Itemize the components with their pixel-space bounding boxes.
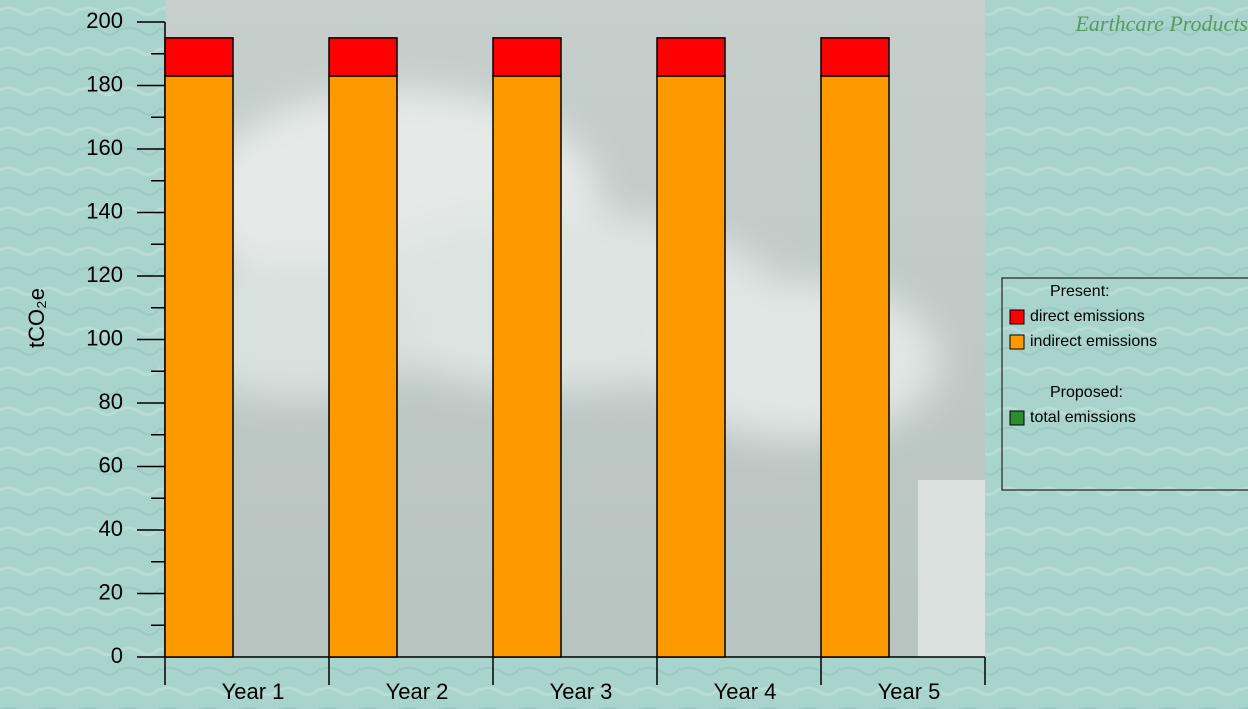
y-tick-label: 100 <box>86 325 123 350</box>
y-tick-label: 160 <box>86 135 123 160</box>
y-tick-label: 40 <box>99 516 123 541</box>
bar-segment <box>492 37 562 77</box>
y-axis-label: tCO₂e <box>24 288 49 348</box>
legend-box <box>1001 277 1248 491</box>
x-tick-label: Year 1 <box>222 679 285 704</box>
legend-swatch <box>1009 410 1025 426</box>
y-tick-label: 80 <box>99 389 123 414</box>
bar-segment <box>328 37 398 77</box>
y-tick-label: 200 <box>86 8 123 33</box>
bar-segment <box>656 37 726 77</box>
legend-label: indirect emissions <box>1030 333 1157 350</box>
legend-label: direct emissions <box>1030 308 1145 325</box>
brand-header: Earthcare Products <box>1074 11 1248 36</box>
bar-segment <box>656 75 726 658</box>
bar-segment <box>164 37 234 77</box>
bar-segment <box>328 75 398 658</box>
bar-segment <box>164 75 234 658</box>
bar-segment <box>820 37 890 77</box>
legend-group-title: Present: <box>1050 283 1110 300</box>
legend-swatch <box>1009 334 1025 350</box>
y-tick-label: 180 <box>86 71 123 96</box>
legend-group-title: Proposed: <box>1050 384 1123 401</box>
bar-segment <box>492 75 562 658</box>
x-tick-label: Year 4 <box>714 679 777 704</box>
x-tick-label: Year 3 <box>550 679 613 704</box>
x-tick-label: Year 2 <box>386 679 449 704</box>
y-tick-label: 0 <box>111 643 123 668</box>
y-tick-label: 140 <box>86 198 123 223</box>
bar-segment <box>820 75 890 658</box>
y-tick-label: 120 <box>86 262 123 287</box>
x-tick-label: Year 5 <box>878 679 941 704</box>
y-tick-label: 20 <box>99 579 123 604</box>
y-tick-label: 60 <box>99 452 123 477</box>
legend-label: total emissions <box>1030 409 1136 426</box>
legend-swatch <box>1009 309 1025 325</box>
chimney <box>918 480 985 657</box>
